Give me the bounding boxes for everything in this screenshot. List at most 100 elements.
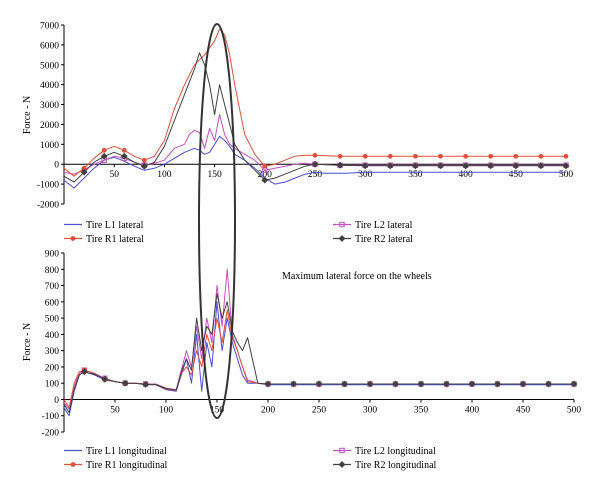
data-point — [386, 162, 394, 170]
y-tick-label: 400 — [45, 331, 60, 341]
series-tire-r1-longitudinal — [63, 309, 577, 409]
y-tick-label: 600 — [45, 298, 60, 308]
data-point — [570, 380, 578, 388]
highlight-ellipse — [198, 23, 236, 419]
legend-swatch-marker — [338, 461, 346, 468]
legend-label: Tire L1 lateral — [86, 220, 144, 231]
legend-label: Tire R1 longitudinal — [86, 460, 168, 471]
max-lateral-force-annotation: Maximum lateral force on the wheels — [282, 271, 432, 282]
longitudinal-force-legend: Tire L1 longitudinal Tire L2 longitudinal… — [64, 446, 437, 471]
series-line — [63, 114, 566, 175]
data-point — [290, 380, 297, 388]
x-tick-label: 200 — [261, 405, 276, 415]
series-tire-r2-lateral — [63, 52, 570, 184]
legend-item-tire-r2-lateral: Tire R2 lateral — [333, 234, 413, 245]
legend-item-tire-l1-lateral: Tire L1 lateral — [64, 220, 144, 231]
data-point — [101, 147, 107, 153]
legend-item-tire-r2-longitudinal: Tire R2 longitudinal — [333, 460, 437, 471]
data-point — [336, 161, 344, 169]
data-point — [341, 380, 348, 388]
y-tick-label: 700 — [45, 282, 60, 292]
x-tick-label: 300 — [363, 405, 378, 415]
data-point — [121, 379, 129, 387]
legend-item-tire-l2-longitudinal: Tire L2 longitudinal — [333, 446, 436, 457]
data-point — [537, 162, 545, 170]
x-tick-label: 100 — [159, 405, 174, 415]
x-tick-label: 100 — [157, 170, 172, 180]
y-tick-label: 200 — [45, 363, 60, 373]
series-line — [63, 268, 574, 410]
data-point — [563, 153, 569, 159]
data-point — [366, 380, 374, 388]
x-tick-label: 50 — [109, 170, 119, 180]
legend-swatch-marker — [70, 462, 76, 467]
data-point — [311, 160, 319, 168]
legend-label: Tire R1 lateral — [86, 234, 144, 245]
data-point — [264, 380, 272, 388]
y-tick-label: 3000 — [40, 101, 59, 111]
data-point — [262, 163, 268, 169]
x-tick-label: 50 — [110, 405, 120, 415]
data-point — [443, 380, 450, 388]
data-point — [437, 162, 444, 170]
legend-swatch-marker — [339, 221, 345, 228]
data-point — [412, 153, 418, 159]
data-point — [80, 368, 88, 376]
legend-label: Tire L2 longitudinal — [355, 446, 436, 457]
x-tick-label: 400 — [458, 170, 473, 180]
data-point — [468, 380, 476, 388]
x-tick-label: 300 — [358, 170, 373, 180]
data-point — [121, 147, 127, 153]
data-point — [411, 162, 419, 170]
y-tick-label: 0 — [54, 396, 59, 406]
data-point — [545, 380, 552, 388]
series-line — [63, 135, 566, 189]
series-tire-l1-longitudinal — [63, 301, 574, 417]
y-tick-label: 4000 — [40, 81, 59, 91]
data-point — [80, 168, 88, 176]
data-point — [538, 153, 544, 159]
lateral-force-legend: Tire L1 lateral Tire L2 lateral Tire R1 la… — [64, 220, 413, 245]
x-tick-label: 350 — [408, 170, 423, 180]
data-point — [101, 375, 109, 383]
data-point — [120, 152, 128, 160]
y-axis-label: Force - N — [22, 323, 33, 361]
data-point — [140, 162, 148, 170]
data-point — [337, 153, 343, 159]
legend-swatch-marker — [70, 236, 76, 241]
y-axis-label: Force - N — [22, 96, 33, 134]
data-point — [487, 162, 495, 170]
data-point — [462, 162, 470, 170]
y-tick-label: 0 — [54, 161, 59, 171]
longitudinal-force-chart: -200 -100 0 100 200 300 400 500 600 700 800 900 50 10… — [22, 250, 581, 439]
series-tire-r1-lateral — [63, 28, 569, 177]
data-point — [513, 153, 519, 159]
y-tick-label: -1000 — [37, 181, 59, 191]
legend-item-tire-l1-longitudinal: Tire L1 longitudinal — [64, 446, 167, 457]
y-tick-label: 7000 — [40, 22, 59, 32]
x-tick-label: 450 — [516, 405, 531, 415]
x-tick-label: 200 — [258, 170, 273, 180]
data-point — [463, 153, 469, 159]
data-point — [519, 380, 527, 388]
legend-label: Tire L1 longitudinal — [86, 446, 167, 457]
y-tick-label: 100 — [45, 380, 60, 390]
data-point — [512, 162, 520, 170]
data-point — [361, 162, 369, 170]
data-point — [142, 381, 150, 388]
data-point — [392, 380, 399, 388]
x-tick-label: 500 — [559, 170, 574, 180]
data-point — [312, 152, 318, 158]
legend-swatch-marker — [338, 235, 346, 242]
data-point — [417, 380, 425, 388]
series-line — [63, 309, 574, 409]
data-point — [362, 153, 368, 159]
data-point — [261, 176, 269, 184]
y-tick-label: 6000 — [40, 41, 59, 51]
x-tick-label: 250 — [308, 170, 323, 180]
x-tick-label: 500 — [567, 405, 582, 415]
data-point — [315, 380, 323, 388]
y-tick-label: -100 — [42, 412, 60, 422]
x-tick-label: 150 — [210, 405, 225, 415]
series-line — [63, 293, 574, 413]
